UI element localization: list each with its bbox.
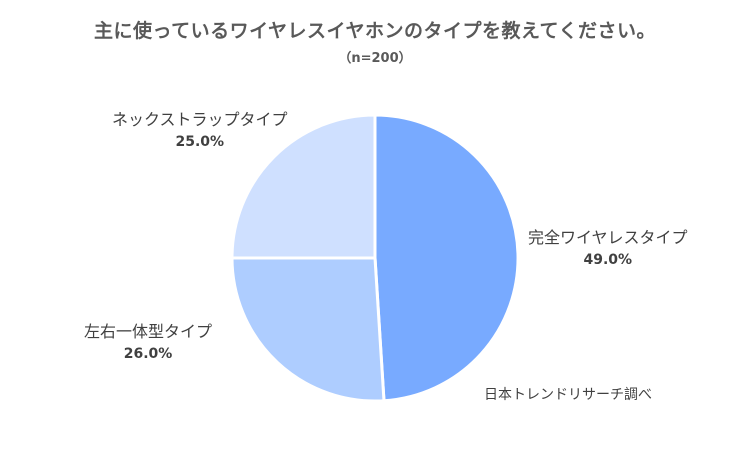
source-note: 日本トレンドリサーチ調べ <box>484 387 652 403</box>
slice-label-1: 左右一体型タイプ 26.0% <box>84 320 212 366</box>
slice-label-1-value: 26.0% <box>123 346 173 362</box>
pie-slice-0 <box>373 113 520 403</box>
slice-label-0: 完全ワイヤレスタイプ 49.0% <box>528 226 688 272</box>
slice-label-2: ネックストラップタイプ 25.0% <box>112 108 288 154</box>
pie-slice-2 <box>230 113 377 260</box>
pie-slices <box>230 113 520 403</box>
chart-subtitle: （n=200） <box>338 51 412 66</box>
pie-slice-1 <box>230 256 386 403</box>
chart-title: 主に使っているワイヤレスイヤホンのタイプを教えてください。 <box>94 20 656 42</box>
slice-label-0-name: 完全ワイヤレスタイプ <box>528 228 688 247</box>
slice-label-0-value: 49.0% <box>583 252 633 268</box>
slice-label-1-name: 左右一体型タイプ <box>84 322 213 341</box>
slice-label-2-name: ネックストラップタイプ <box>112 110 288 129</box>
slice-label-2-value: 25.0% <box>175 134 225 150</box>
